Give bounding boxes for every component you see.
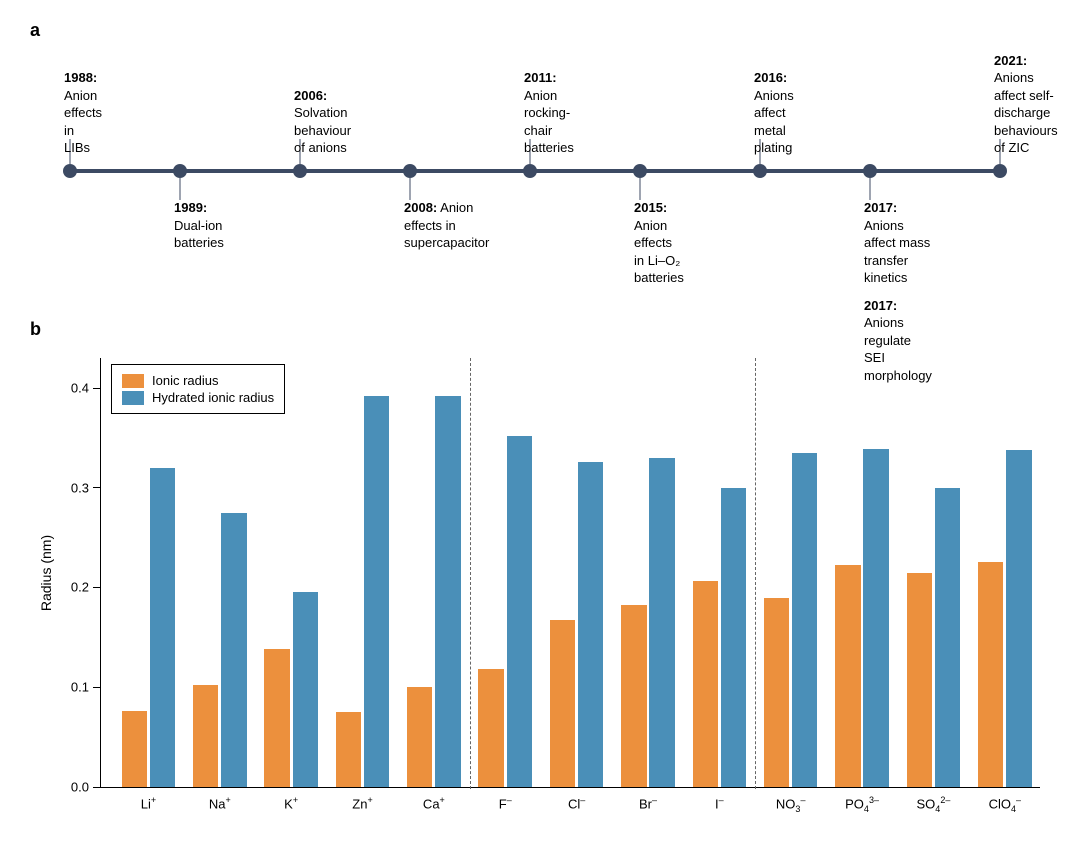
bar-ionic — [193, 685, 218, 787]
bar-ionic — [978, 562, 1003, 787]
y-tick-label: 0.2 — [71, 580, 101, 595]
legend-label: Ionic radius — [152, 373, 218, 388]
timeline-dot — [293, 164, 307, 178]
bar-ionic — [764, 598, 789, 787]
x-tick-label: K+ — [284, 787, 298, 811]
timeline-event-text: 2016: Anions affect metal plating — [754, 69, 794, 157]
group-divider — [755, 358, 756, 789]
timeline-dot — [173, 164, 187, 178]
timeline-dot — [863, 164, 877, 178]
legend-swatch — [122, 374, 144, 388]
bar-hydrated — [792, 453, 817, 787]
x-tick-label: PO43– — [845, 787, 879, 814]
panel-a-label: a — [30, 20, 1050, 41]
bar-hydrated — [364, 396, 389, 787]
timeline-tick — [180, 178, 181, 200]
bar-hydrated — [150, 468, 175, 787]
bar-hydrated — [578, 462, 603, 787]
timeline-tick — [410, 178, 411, 200]
x-tick-label: F– — [499, 787, 512, 811]
timeline-event-text: 2006: Solvation behaviour of anions — [294, 87, 351, 157]
x-tick-label: NO3– — [776, 787, 806, 814]
x-tick-label: Cl– — [568, 787, 585, 811]
bar-ionic — [907, 573, 932, 788]
timeline-dot — [993, 164, 1007, 178]
x-tick-label: Ca+ — [423, 787, 445, 811]
timeline-event-text: 2008: Anion effects in supercapacitor — [404, 199, 489, 252]
bar-ionic — [478, 669, 503, 787]
timeline-dot — [63, 164, 77, 178]
x-tick-label: Zn+ — [352, 787, 372, 811]
bar-ionic — [336, 712, 361, 787]
x-tick-label: I– — [715, 787, 724, 811]
radius-chart: 0.00.10.20.30.4Radius (nm)Li+Na+K+Zn+Ca+… — [100, 348, 1040, 828]
timeline-dot — [633, 164, 647, 178]
bar-hydrated — [293, 592, 318, 787]
bar-hydrated — [863, 449, 888, 787]
x-tick-label: Na+ — [209, 787, 231, 811]
timeline-event-text: 2021: Anions affect self-discharge behav… — [994, 52, 1058, 157]
bar-ionic — [693, 581, 718, 787]
y-tick-label: 0.1 — [71, 680, 101, 695]
timeline-event-text: 1988: Anion effects in LIBs — [64, 69, 102, 157]
x-tick-label: ClO4– — [989, 787, 1021, 814]
bar-hydrated — [221, 513, 246, 787]
bar-ionic — [264, 649, 289, 787]
bar-hydrated — [435, 396, 460, 787]
x-tick-label: Br– — [639, 787, 657, 811]
bar-hydrated — [935, 488, 960, 787]
bar-ionic — [550, 620, 575, 787]
legend-swatch — [122, 391, 144, 405]
legend-item: Ionic radius — [122, 373, 274, 388]
legend-label: Hydrated ionic radius — [152, 390, 274, 405]
bar-hydrated — [507, 436, 532, 787]
bar-ionic — [835, 565, 860, 787]
timeline-event-text: 2011: Anion rocking-chair batteries — [524, 69, 574, 157]
timeline-dot — [403, 164, 417, 178]
timeline-tick — [870, 178, 871, 200]
timeline-event-text: 1989: Dual-ion batteries — [174, 199, 224, 252]
y-tick-label: 0.4 — [71, 380, 101, 395]
legend-item: Hydrated ionic radius — [122, 390, 274, 405]
x-tick-label: SO42– — [917, 787, 951, 814]
bar-ionic — [122, 711, 147, 787]
timeline-event-text: 2015: Anion effects in Li–O₂ batteries — [634, 199, 684, 287]
timeline-dot — [523, 164, 537, 178]
timeline: 1988: Anion effects in LIBs 1989: Dual-io… — [40, 49, 1040, 299]
bar-hydrated — [721, 488, 746, 787]
bar-ionic — [407, 687, 432, 787]
bar-hydrated — [649, 458, 674, 787]
timeline-dot — [753, 164, 767, 178]
timeline-tick — [640, 178, 641, 200]
group-divider — [470, 358, 471, 789]
y-tick-label: 0.3 — [71, 480, 101, 495]
y-axis-label: Radius (nm) — [38, 534, 54, 610]
y-tick-label: 0.0 — [71, 780, 101, 795]
bar-ionic — [621, 605, 646, 787]
bar-hydrated — [1006, 450, 1031, 787]
x-tick-label: Li+ — [141, 787, 156, 811]
chart-legend: Ionic radius Hydrated ionic radius — [111, 364, 285, 414]
